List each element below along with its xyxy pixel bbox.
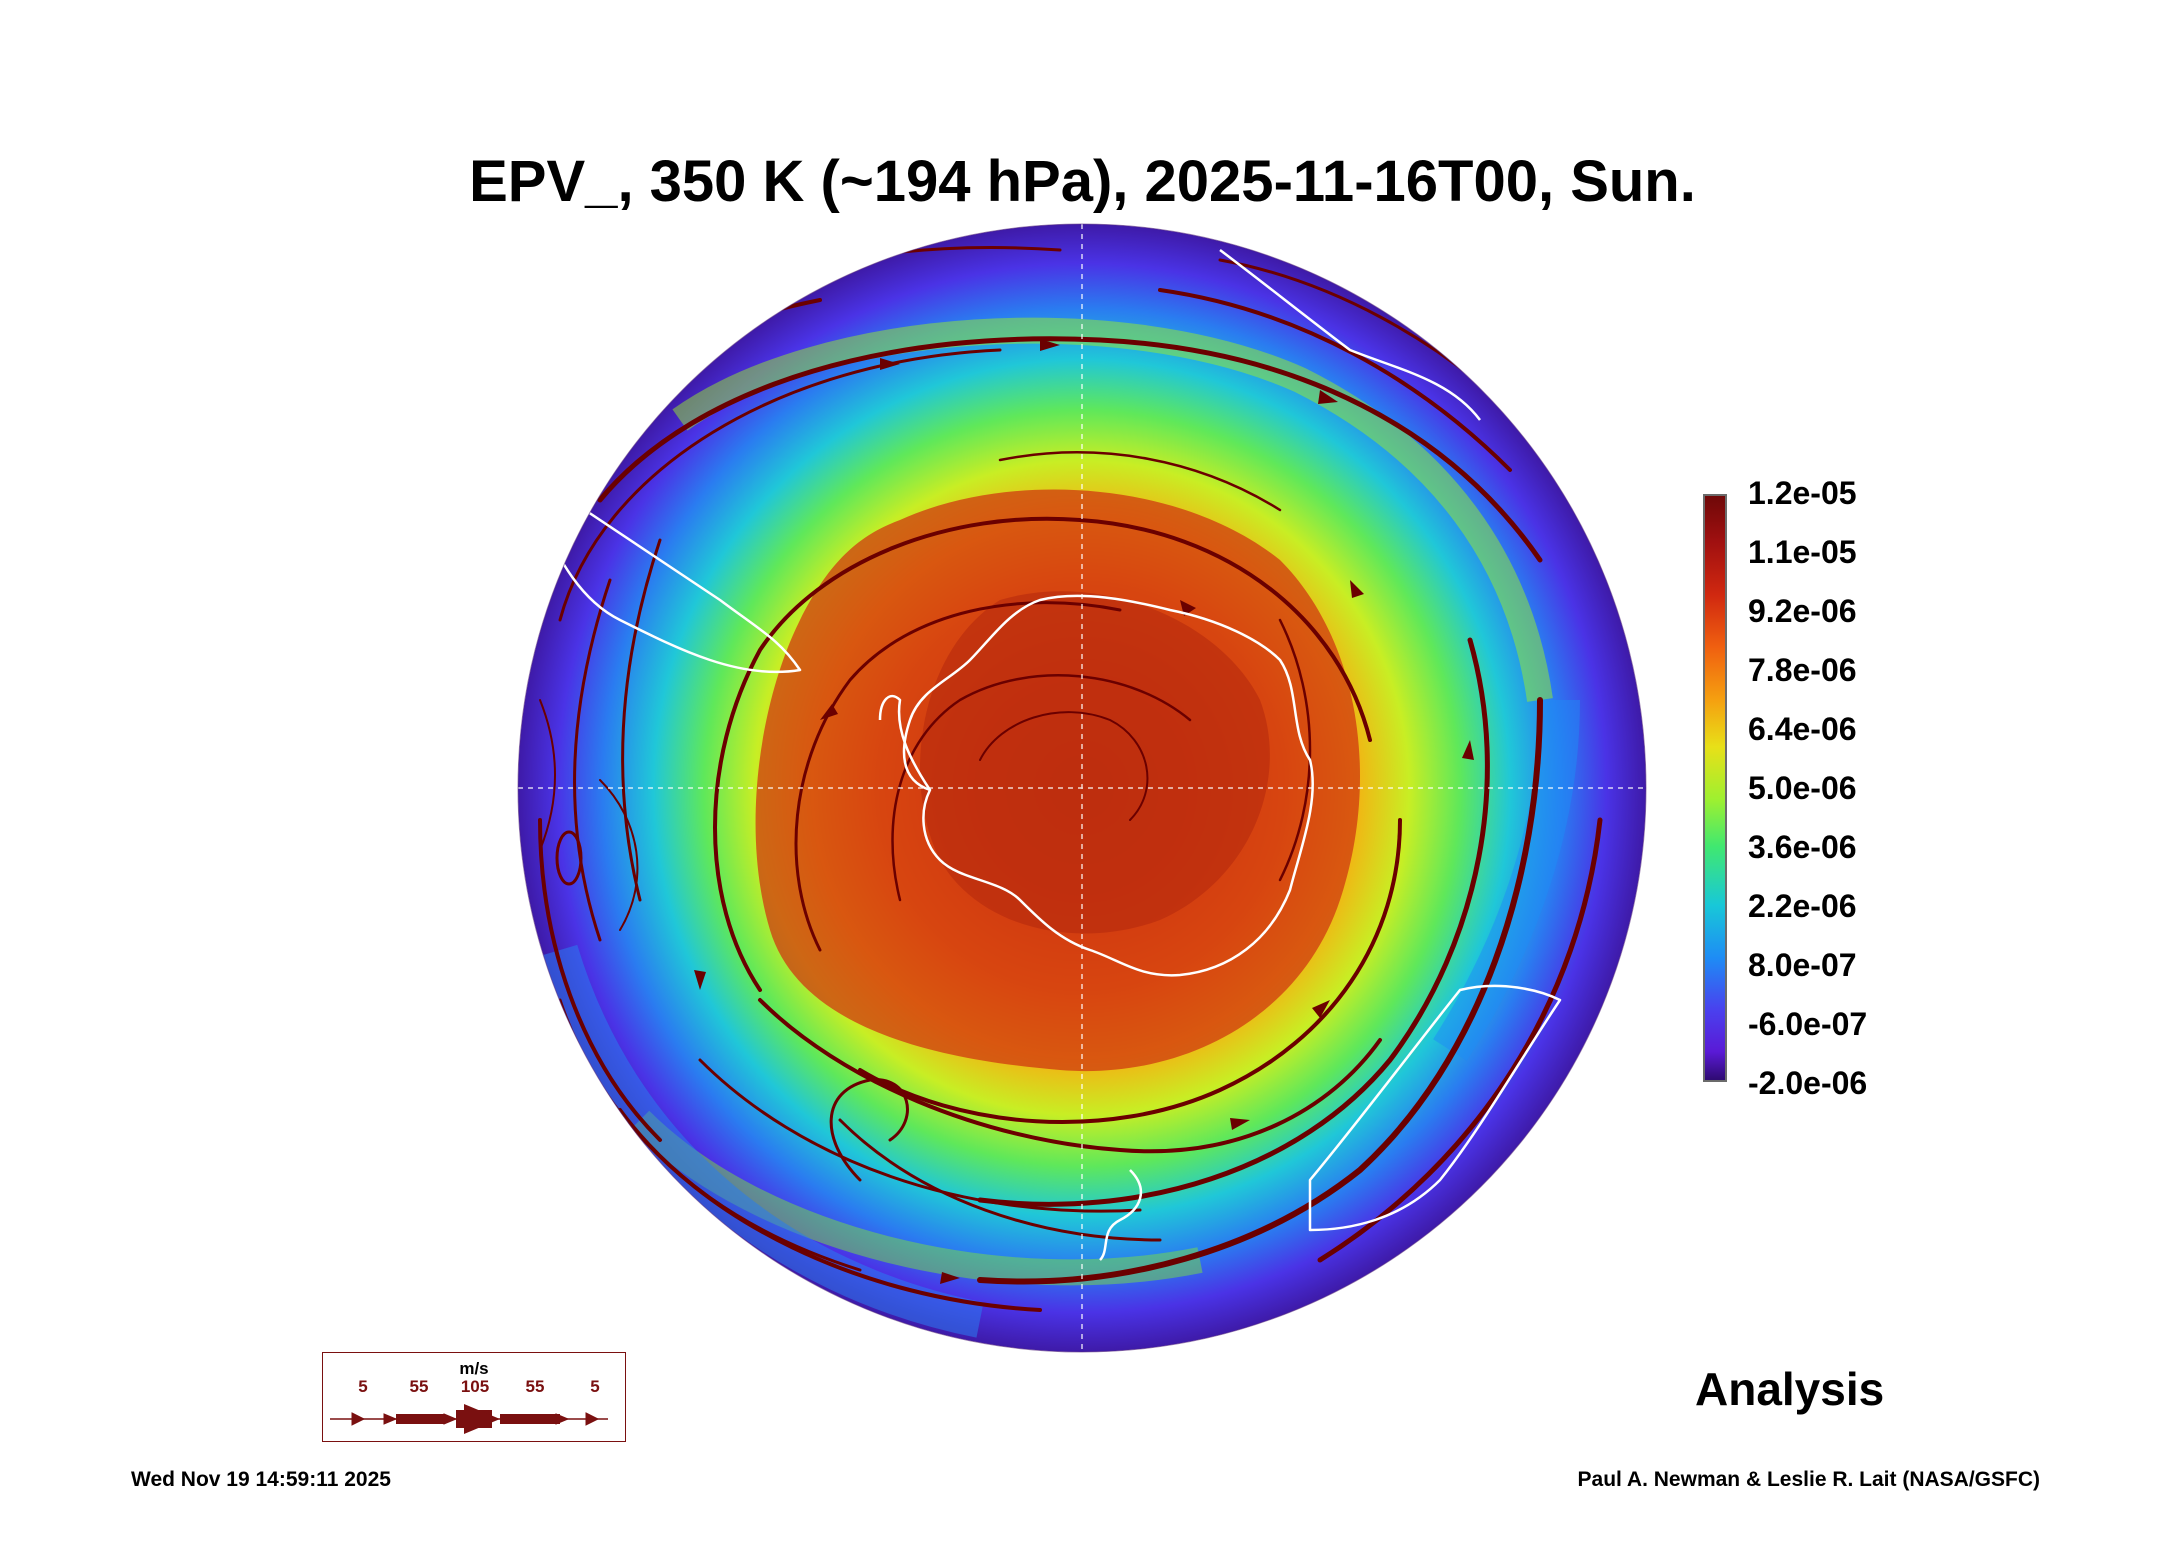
colorbar-label: 7.8e-06 — [1748, 652, 1857, 688]
colorbar-label: 3.6e-06 — [1748, 829, 1857, 865]
wind-legend-tick: 5 — [590, 1377, 600, 1396]
antarctic-peninsula — [878, 694, 932, 791]
wind-legend-unit: m/s — [459, 1359, 489, 1378]
colorbar — [1703, 494, 1727, 1082]
credit: Paul A. Newman & Leslie R. Lait (NASA/GS… — [1577, 1468, 2040, 1491]
wind-legend-tick: 55 — [409, 1377, 429, 1396]
colorbar-label: 1.2e-05 — [1748, 475, 1857, 511]
new-zealand-coastline — [1099, 1169, 1142, 1261]
colorbar-label: 1.1e-05 — [1748, 534, 1857, 570]
colorbar-gradient — [1704, 495, 1726, 1081]
colorbar-label: 2.2e-06 — [1748, 888, 1857, 924]
australia-coastline — [1308, 984, 1562, 1232]
colorbar-label: -2.0e-06 — [1748, 1065, 1868, 1101]
colorbar-label: 8.0e-07 — [1748, 947, 1857, 983]
wind-legend-tick: 105 — [460, 1377, 490, 1396]
antarctica-coastline — [902, 594, 1314, 977]
colorbar-label: 5.0e-06 — [1748, 770, 1857, 806]
wind-legend-tick: 55 — [525, 1377, 545, 1396]
wind-legend-arrows — [330, 1404, 608, 1434]
colorbar-label: 6.4e-06 — [1748, 711, 1857, 747]
wind-speed-legend: m/s 5 55 105 55 5 — [322, 1352, 626, 1442]
page-title: EPV_, 350 K (~194 hPa), 2025-11-16T00, S… — [469, 149, 1696, 214]
analysis-label: Analysis — [1695, 1363, 1885, 1415]
colorbar-label: 9.2e-06 — [1748, 593, 1857, 629]
colorbar-label: -6.0e-07 — [1748, 1006, 1868, 1042]
timestamp: Wed Nov 19 14:59:11 2025 — [131, 1468, 391, 1491]
africa-coastline — [1219, 249, 1481, 421]
wind-legend-tick: 5 — [358, 1377, 368, 1396]
